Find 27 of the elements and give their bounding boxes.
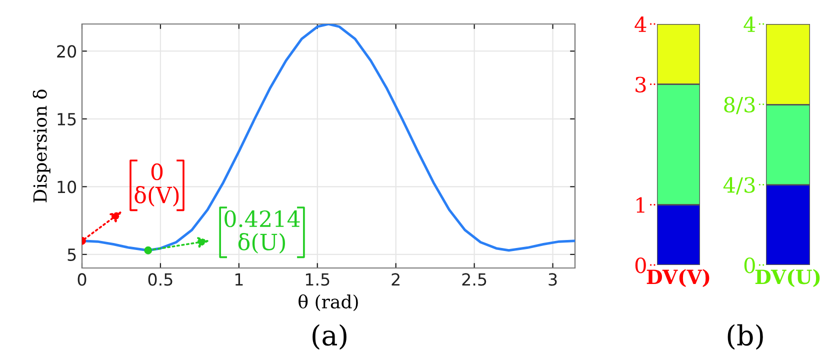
y-tick-label: 8/3: [724, 96, 755, 114]
x-tick-label: 3: [548, 273, 557, 286]
x-tick-label: 1: [235, 273, 243, 286]
x-tick-label: 1.5: [306, 273, 330, 286]
y-tick-label: 0: [635, 257, 646, 274]
text: (a): [312, 324, 346, 350]
x-tick-label: DV(U): [755, 269, 820, 287]
x-tick-label: 2.5: [462, 273, 486, 286]
y-tick-label: 15: [58, 113, 76, 126]
x-tick-label: 0.5: [148, 273, 172, 286]
y-tick-label: 4/3: [723, 177, 755, 195]
y-tick-label: 5: [68, 248, 76, 262]
annotation: 0.4214 δ(U): [224, 210, 300, 254]
x-tick-label: 2: [392, 273, 400, 286]
y-tick-label: 3: [636, 76, 646, 92]
y-tick-label: 4: [744, 16, 756, 32]
y-tick-label: 0: [744, 257, 755, 274]
y-tick-label: 1: [636, 197, 644, 213]
y-tick-label: 20: [57, 45, 76, 58]
y-tick-label: 4: [634, 16, 646, 32]
y-axis-title: Dispersion δ: [32, 90, 50, 202]
x-tick-label: DV(V): [646, 269, 710, 287]
text: (b): [728, 324, 763, 350]
x-tick-label: 0: [78, 273, 86, 286]
x-axis-title: θ (rad): [298, 294, 358, 312]
y-tick-label: 10: [58, 180, 76, 194]
annotation: 0 δ(V): [134, 163, 179, 207]
